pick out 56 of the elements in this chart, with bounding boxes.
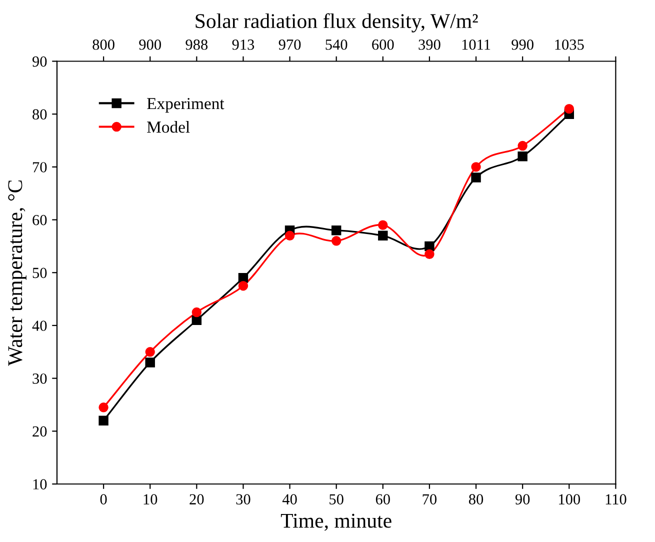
text: 1011 bbox=[462, 40, 490, 50]
point bbox=[238, 273, 248, 283]
point bbox=[518, 152, 528, 162]
y-tick-label: 40 bbox=[32, 320, 47, 331]
text: 800 bbox=[92, 40, 114, 50]
point bbox=[331, 225, 342, 236]
text: 970 bbox=[278, 40, 301, 50]
x-tick-label: 30 bbox=[236, 494, 250, 504]
x-tick-label: 90 bbox=[515, 494, 530, 504]
point bbox=[98, 402, 108, 412]
x-tick-label: 50 bbox=[330, 494, 344, 504]
point bbox=[98, 416, 108, 426]
point bbox=[378, 220, 388, 230]
point bbox=[471, 162, 481, 172]
y-tick-label: 50 bbox=[32, 268, 47, 278]
text: 988 bbox=[186, 40, 208, 50]
y-tick-label: 20 bbox=[32, 426, 47, 437]
point bbox=[192, 307, 202, 318]
point bbox=[424, 249, 434, 259]
point bbox=[564, 104, 574, 114]
point bbox=[518, 140, 528, 151]
y-tick-label: 90 bbox=[32, 56, 47, 67]
x-tick-label: 40 bbox=[282, 494, 297, 504]
y-axis-title: Water temperature, °C bbox=[8, 180, 26, 366]
x-tick-label: 10 bbox=[144, 494, 158, 504]
text: 913 bbox=[232, 40, 254, 50]
point bbox=[424, 241, 434, 252]
x-tick-label: 80 bbox=[468, 494, 484, 504]
x2-axis-title: Solar radiation flux density, W/m² bbox=[196, 13, 478, 32]
point bbox=[378, 230, 388, 240]
text: 990 bbox=[512, 40, 534, 50]
y-tick-label: 80 bbox=[32, 109, 47, 120]
text: 1035 bbox=[555, 40, 584, 50]
x-tick-label: 70 bbox=[422, 494, 437, 504]
y-tick-label: 10 bbox=[33, 479, 47, 490]
y-tick-label: 60 bbox=[32, 214, 47, 226]
x-axis-title: Time, minute bbox=[280, 514, 392, 531]
text: 900 bbox=[139, 40, 161, 50]
text: 390 bbox=[418, 40, 440, 50]
x-tick-label: 100 bbox=[559, 494, 580, 504]
x-tick-label: 0 bbox=[100, 494, 107, 504]
y-tick-label: 70 bbox=[32, 162, 47, 172]
point bbox=[238, 280, 248, 291]
text: 540 bbox=[326, 40, 348, 50]
legend-label: Experiment bbox=[147, 98, 224, 113]
point bbox=[284, 230, 295, 240]
point bbox=[145, 347, 155, 357]
point bbox=[331, 236, 342, 246]
legend-label: Model bbox=[147, 121, 190, 133]
x-tick-label: 110 bbox=[606, 494, 626, 504]
x-tick-label: 20 bbox=[190, 494, 204, 504]
point bbox=[145, 358, 155, 368]
text: 600 bbox=[372, 40, 394, 50]
point bbox=[471, 172, 481, 182]
y-tick-label: 30 bbox=[32, 373, 47, 384]
x-tick-label: 60 bbox=[376, 494, 390, 504]
